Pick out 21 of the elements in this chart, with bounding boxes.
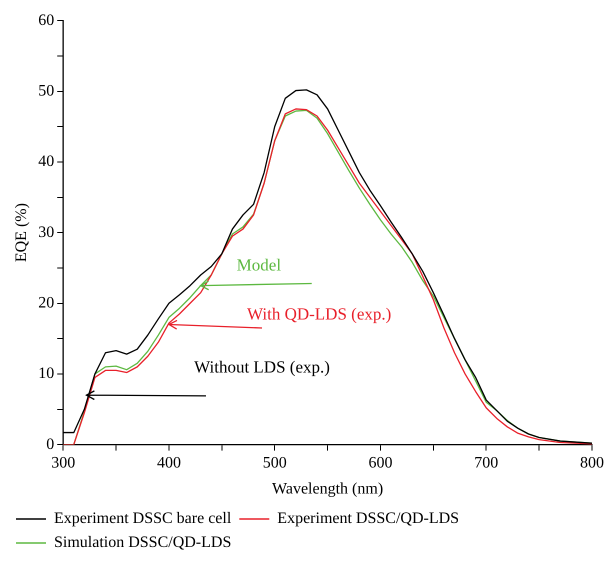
legend-label: Experiment DSSC bare cell: [54, 510, 232, 528]
x-tick-label: 400: [156, 454, 181, 472]
y-tick-label: 30: [38, 224, 54, 241]
annotation: Without LDS (exp.): [194, 358, 330, 377]
y-tick-label: 10: [38, 365, 54, 382]
annotation: With QD-LDS (exp.): [247, 304, 392, 324]
x-tick-label: 500: [262, 454, 287, 472]
annotation: Model: [236, 255, 282, 274]
x-tick-label: 600: [368, 454, 392, 472]
y-tick-label: 20: [38, 294, 54, 312]
x-axis-title: Wavelength (nm): [272, 480, 384, 498]
y-tick-label: 0: [46, 436, 54, 453]
y-axis-title: EQE (%): [12, 203, 30, 262]
legend-label: Experiment DSSC/QD-LDS: [277, 510, 460, 528]
x-tick-label: 800: [580, 454, 604, 472]
legend-label: Simulation DSSC/QD-LDS: [54, 534, 232, 552]
y-tick-label: 50: [38, 82, 54, 100]
x-tick-label: 700: [474, 454, 498, 472]
y-tick-label: 60: [38, 12, 54, 29]
x-tick-label: 300: [51, 454, 76, 472]
y-tick-label: 40: [38, 153, 54, 170]
